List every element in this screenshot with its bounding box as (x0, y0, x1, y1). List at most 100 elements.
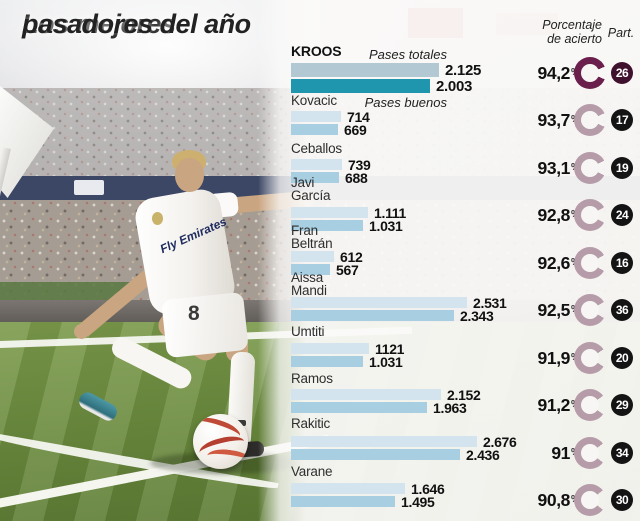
donut-hole (581, 349, 599, 367)
good-bar (291, 220, 363, 231)
totals-bar (291, 297, 467, 308)
totals-bar (291, 251, 334, 262)
football (193, 414, 248, 469)
good-value: 2.003 (436, 78, 473, 95)
matches-badge: 24 (611, 204, 633, 226)
accuracy-value: 92,6% (494, 252, 580, 274)
accuracy-value: 94,2% (494, 62, 580, 84)
player-name-line: Ramos (291, 371, 333, 386)
player-left-hand (74, 324, 89, 339)
player-name: Rakitic (291, 417, 411, 431)
totals-bar (291, 389, 441, 400)
player-name: Varane (291, 464, 411, 479)
accuracy-value: 91,2% (494, 394, 580, 416)
matches-badge: 34 (611, 442, 633, 464)
totals-value: 1.111 (374, 204, 406, 221)
good-bar (291, 402, 427, 413)
good-bar (291, 356, 363, 367)
player-name: Ceballos (291, 141, 411, 156)
matches-badge: 17 (611, 109, 633, 131)
totals-bar (291, 159, 342, 170)
good-value: 688 (345, 169, 368, 186)
totals-value: 2.531 (473, 294, 507, 311)
good-bar (291, 310, 454, 321)
good-value: 567 (336, 261, 359, 278)
accuracy-donut (574, 199, 606, 231)
accuracy-header-line1: Porcentaje (542, 18, 602, 32)
good-bar (291, 449, 460, 460)
accuracy-donut (574, 342, 606, 374)
player-name-line: Ceballos (291, 141, 342, 156)
accuracy-value: 92,8% (494, 204, 580, 226)
player-name: Fran Beltrán (291, 223, 411, 251)
totals-bar (291, 207, 368, 218)
donut-hole (581, 64, 599, 82)
accuracy-donut (574, 57, 606, 89)
accuracy-value: 91,9% (494, 347, 580, 369)
good-value: 1.963 (433, 399, 467, 416)
totals-value: 1121 (375, 340, 405, 357)
accuracy-donut (574, 484, 606, 516)
player-name-line: Umtiti (291, 324, 325, 339)
good-value: 669 (344, 121, 367, 138)
totals-value: 2.152 (447, 386, 481, 403)
good-value: 1.031 (369, 353, 403, 370)
title-line-2: pasadores del año (22, 9, 251, 39)
player-name-line: Beltrán (291, 236, 333, 251)
good-value: 2.343 (460, 307, 494, 324)
totals-value: 612 (340, 248, 363, 265)
accuracy-value: 93,1% (494, 157, 580, 179)
matches-badge: 19 (611, 157, 633, 179)
donut-hole (581, 301, 599, 319)
good-bar (291, 172, 339, 183)
player-name: KROOS (291, 43, 411, 59)
accuracy-donut (574, 437, 606, 469)
matches-badge: 36 (611, 299, 633, 321)
matches-badge: 16 (611, 252, 633, 274)
player-name-line: Mandi (291, 283, 327, 298)
player-name-line: KROOS (291, 43, 342, 59)
totals-value: 714 (347, 108, 370, 125)
donut-hole (581, 159, 599, 177)
matches-badge: 20 (611, 347, 633, 369)
good-value: 2.436 (466, 446, 500, 463)
good-bar (291, 264, 330, 275)
accuracy-value: 90,8% (494, 489, 580, 511)
matches-badge: 29 (611, 394, 633, 416)
player-name-line: Fran (291, 223, 318, 238)
player-name-line: Kovacic (291, 93, 337, 108)
donut-hole (581, 111, 599, 129)
player-head (175, 158, 204, 192)
totals-series-label: Pases totales (368, 47, 447, 62)
totals-value: 2.125 (445, 62, 482, 79)
player-name: Aissa Mandi (291, 271, 411, 298)
accuracy-donut (574, 104, 606, 136)
matches-badge: 26 (611, 62, 633, 84)
good-value: 1.495 (401, 493, 435, 510)
player-name: Kovacic (291, 93, 411, 108)
accuracy-value: 92,5% (494, 299, 580, 321)
totals-bar (291, 111, 341, 122)
good-bar (291, 124, 338, 135)
player-name-line: García (291, 188, 331, 203)
pitchside-green-wall (0, 282, 130, 304)
totals-bar (291, 343, 369, 354)
donut-hole (581, 444, 599, 462)
donut-hole (581, 206, 599, 224)
player-name: Ramos (291, 371, 411, 386)
totals-value: 2.676 (483, 433, 517, 450)
accuracy-donut (574, 247, 606, 279)
good-value: 1.031 (369, 217, 403, 234)
good-bar (291, 79, 430, 93)
player-name-line: Varane (291, 464, 333, 479)
donut-hole (581, 254, 599, 272)
accuracy-value: 93,7% (494, 109, 580, 131)
accuracy-donut (574, 152, 606, 184)
totals-value: 1.646 (411, 480, 445, 497)
donut-hole (581, 396, 599, 414)
player-name: Umtiti (291, 324, 411, 339)
accuracy-value: 91% (494, 442, 580, 464)
player-name-line: Javi (291, 175, 315, 190)
